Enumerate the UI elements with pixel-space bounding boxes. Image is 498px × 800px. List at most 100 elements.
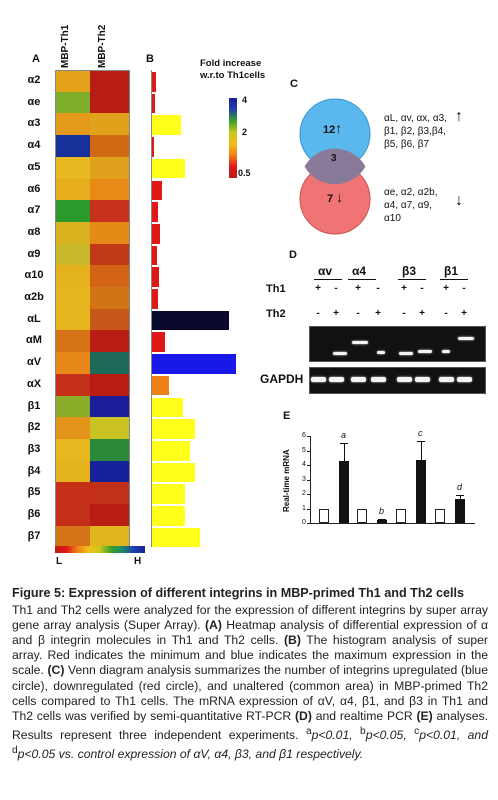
heatmap-row-label: β3 — [27, 442, 41, 455]
e-ytick — [307, 436, 310, 437]
caption-sup-c: c — [414, 725, 420, 737]
heatmap-cell-th1 — [56, 417, 90, 440]
histogram-bar — [151, 310, 230, 331]
gel-band — [333, 352, 347, 355]
heatmap-cell-th1 — [56, 395, 90, 418]
e-error-cap — [456, 494, 464, 496]
figure-caption: Figure 5: Expression of different integr… — [12, 586, 488, 762]
heatmap-row-label: α9 — [27, 247, 41, 260]
heatmap-cell-th2 — [90, 243, 130, 266]
heatmap-cell-th2 — [90, 504, 130, 527]
heatmap-cell-th2 — [90, 525, 130, 548]
histogram-bar — [151, 137, 155, 157]
gapdh-label: GAPDH — [260, 372, 304, 386]
lane-sign-th1: + — [401, 283, 407, 294]
e-annotation: d — [457, 481, 463, 492]
gene-header: β3 — [402, 264, 416, 278]
e-ylabel: Real-time mRNA — [282, 449, 291, 512]
lane-sign-th2: + — [333, 308, 339, 319]
venn-common-count: 3 — [331, 153, 337, 164]
figure-panel: A MBP-Th1 MBP-Th2 α2 αe α3 α4 α5 α6 α7 α8 α9 α10 α… — [24, 24, 486, 567]
heatmap-cell-th2 — [90, 352, 130, 375]
histogram-bar — [151, 419, 196, 439]
e-error-bar — [421, 441, 422, 460]
venn-down-count: 7 ↓ — [327, 189, 343, 205]
heatmap-cell-th1 — [56, 330, 90, 353]
gapdh-band — [371, 377, 386, 382]
caption-body: Th1 and Th2 cells were analyzed for the … — [12, 603, 488, 762]
heatmap-row-label: αL — [27, 312, 41, 325]
scale-high-label: H — [134, 556, 142, 567]
heatmap-cell-th1 — [56, 70, 90, 93]
lane-sign-th1: - — [376, 283, 380, 294]
histogram-bar — [151, 115, 181, 136]
e-ytick-label: 0 — [302, 519, 306, 526]
heatmap-cell-th2 — [90, 287, 130, 310]
down-list-arrow-icon: ↓ — [455, 192, 463, 209]
caption-ref-e: (E) — [416, 708, 433, 723]
heatmap-row-label: β4 — [27, 464, 41, 477]
lane-sign-th1: - — [420, 283, 424, 294]
caption-title: Figure 5: Expression of different integr… — [12, 586, 465, 600]
up-list-line1: αL, αv, αx, α3, — [384, 113, 447, 124]
heatmap-cell-th2 — [90, 113, 130, 136]
up-list-line2: β1, β2, β3,β4, — [384, 126, 446, 137]
up-count-text: 12 — [323, 124, 336, 136]
gel-band — [399, 352, 413, 355]
gapdh-band — [415, 377, 430, 382]
lane-sign-th1: - — [462, 283, 466, 294]
e-bar-th2 — [416, 459, 426, 523]
e-ytick — [307, 523, 310, 524]
lane-sign-th1: + — [315, 283, 321, 294]
gel-band — [418, 350, 432, 353]
caption-pval-d: p<0.05 vs. control expression of αV, α4,… — [17, 747, 364, 762]
row-label-th2: Th2 — [266, 308, 286, 320]
lane-sign-th2: - — [316, 308, 320, 319]
caption-pval-b: p<0.05, — [365, 727, 415, 742]
gel-band — [442, 350, 450, 353]
caption-ref-d: (D) — [295, 708, 312, 723]
col-head-th2: MBP-Th2 — [97, 24, 108, 68]
caption-pval-a: p<0.01, — [311, 727, 361, 742]
caption-p4: Venn diagram analysis summarizes the num… — [12, 663, 488, 723]
e-bar-th1 — [435, 508, 445, 523]
caption-p5: and realtime PCR — [311, 708, 417, 723]
panel-e-letter: E — [283, 410, 291, 422]
gene-underline — [348, 279, 376, 280]
heatmap-cell-th2 — [90, 221, 130, 245]
heatmap-cell-th2 — [90, 70, 130, 93]
heatmap-cell-th2 — [90, 91, 130, 114]
caption-p2: Heatmap analysis of differential express… — [12, 618, 488, 648]
e-annotation: c — [418, 428, 423, 439]
caption-ref-b: (B) — [283, 633, 301, 648]
gene-header: αv — [318, 264, 333, 278]
heatmap-cell-th1 — [56, 113, 90, 136]
histogram-bar — [151, 332, 165, 353]
e-ytick — [307, 479, 310, 481]
lane-sign-th2: + — [461, 308, 467, 319]
heatmap-row-label: α5 — [27, 160, 41, 173]
heatmap-cell-th1 — [56, 265, 90, 288]
venn-up-count: 12↑ — [323, 120, 342, 136]
e-error-cap — [378, 518, 386, 520]
gapdh-band — [329, 377, 344, 382]
scale-low-label: L — [56, 556, 63, 567]
heatmap-cell-th2 — [90, 135, 130, 158]
gel-integrins — [309, 326, 486, 362]
heatmap-row-label: β6 — [27, 508, 41, 520]
heatmap-row-label: α6 — [27, 182, 41, 195]
heatmap-cell-th2 — [90, 200, 130, 223]
lane-sign-th1: + — [355, 283, 361, 294]
caption-p1: Th1 and Th2 cells were analyzed for the … — [12, 603, 488, 633]
histogram-axis — [151, 70, 152, 548]
heatmap-cell-th1 — [56, 221, 90, 245]
e-ytick — [307, 465, 310, 466]
heatmap-row-label: αX — [26, 377, 42, 390]
heatmap-row-label: αM — [26, 334, 42, 347]
heatmap-cell-th2 — [90, 460, 130, 483]
e-x-axis — [310, 523, 475, 524]
fold-scale-4: 4 — [242, 95, 248, 105]
e-ytick-label: 4 — [302, 461, 306, 468]
histogram-bar — [151, 375, 169, 396]
heatmap-cell-th2 — [90, 438, 130, 462]
